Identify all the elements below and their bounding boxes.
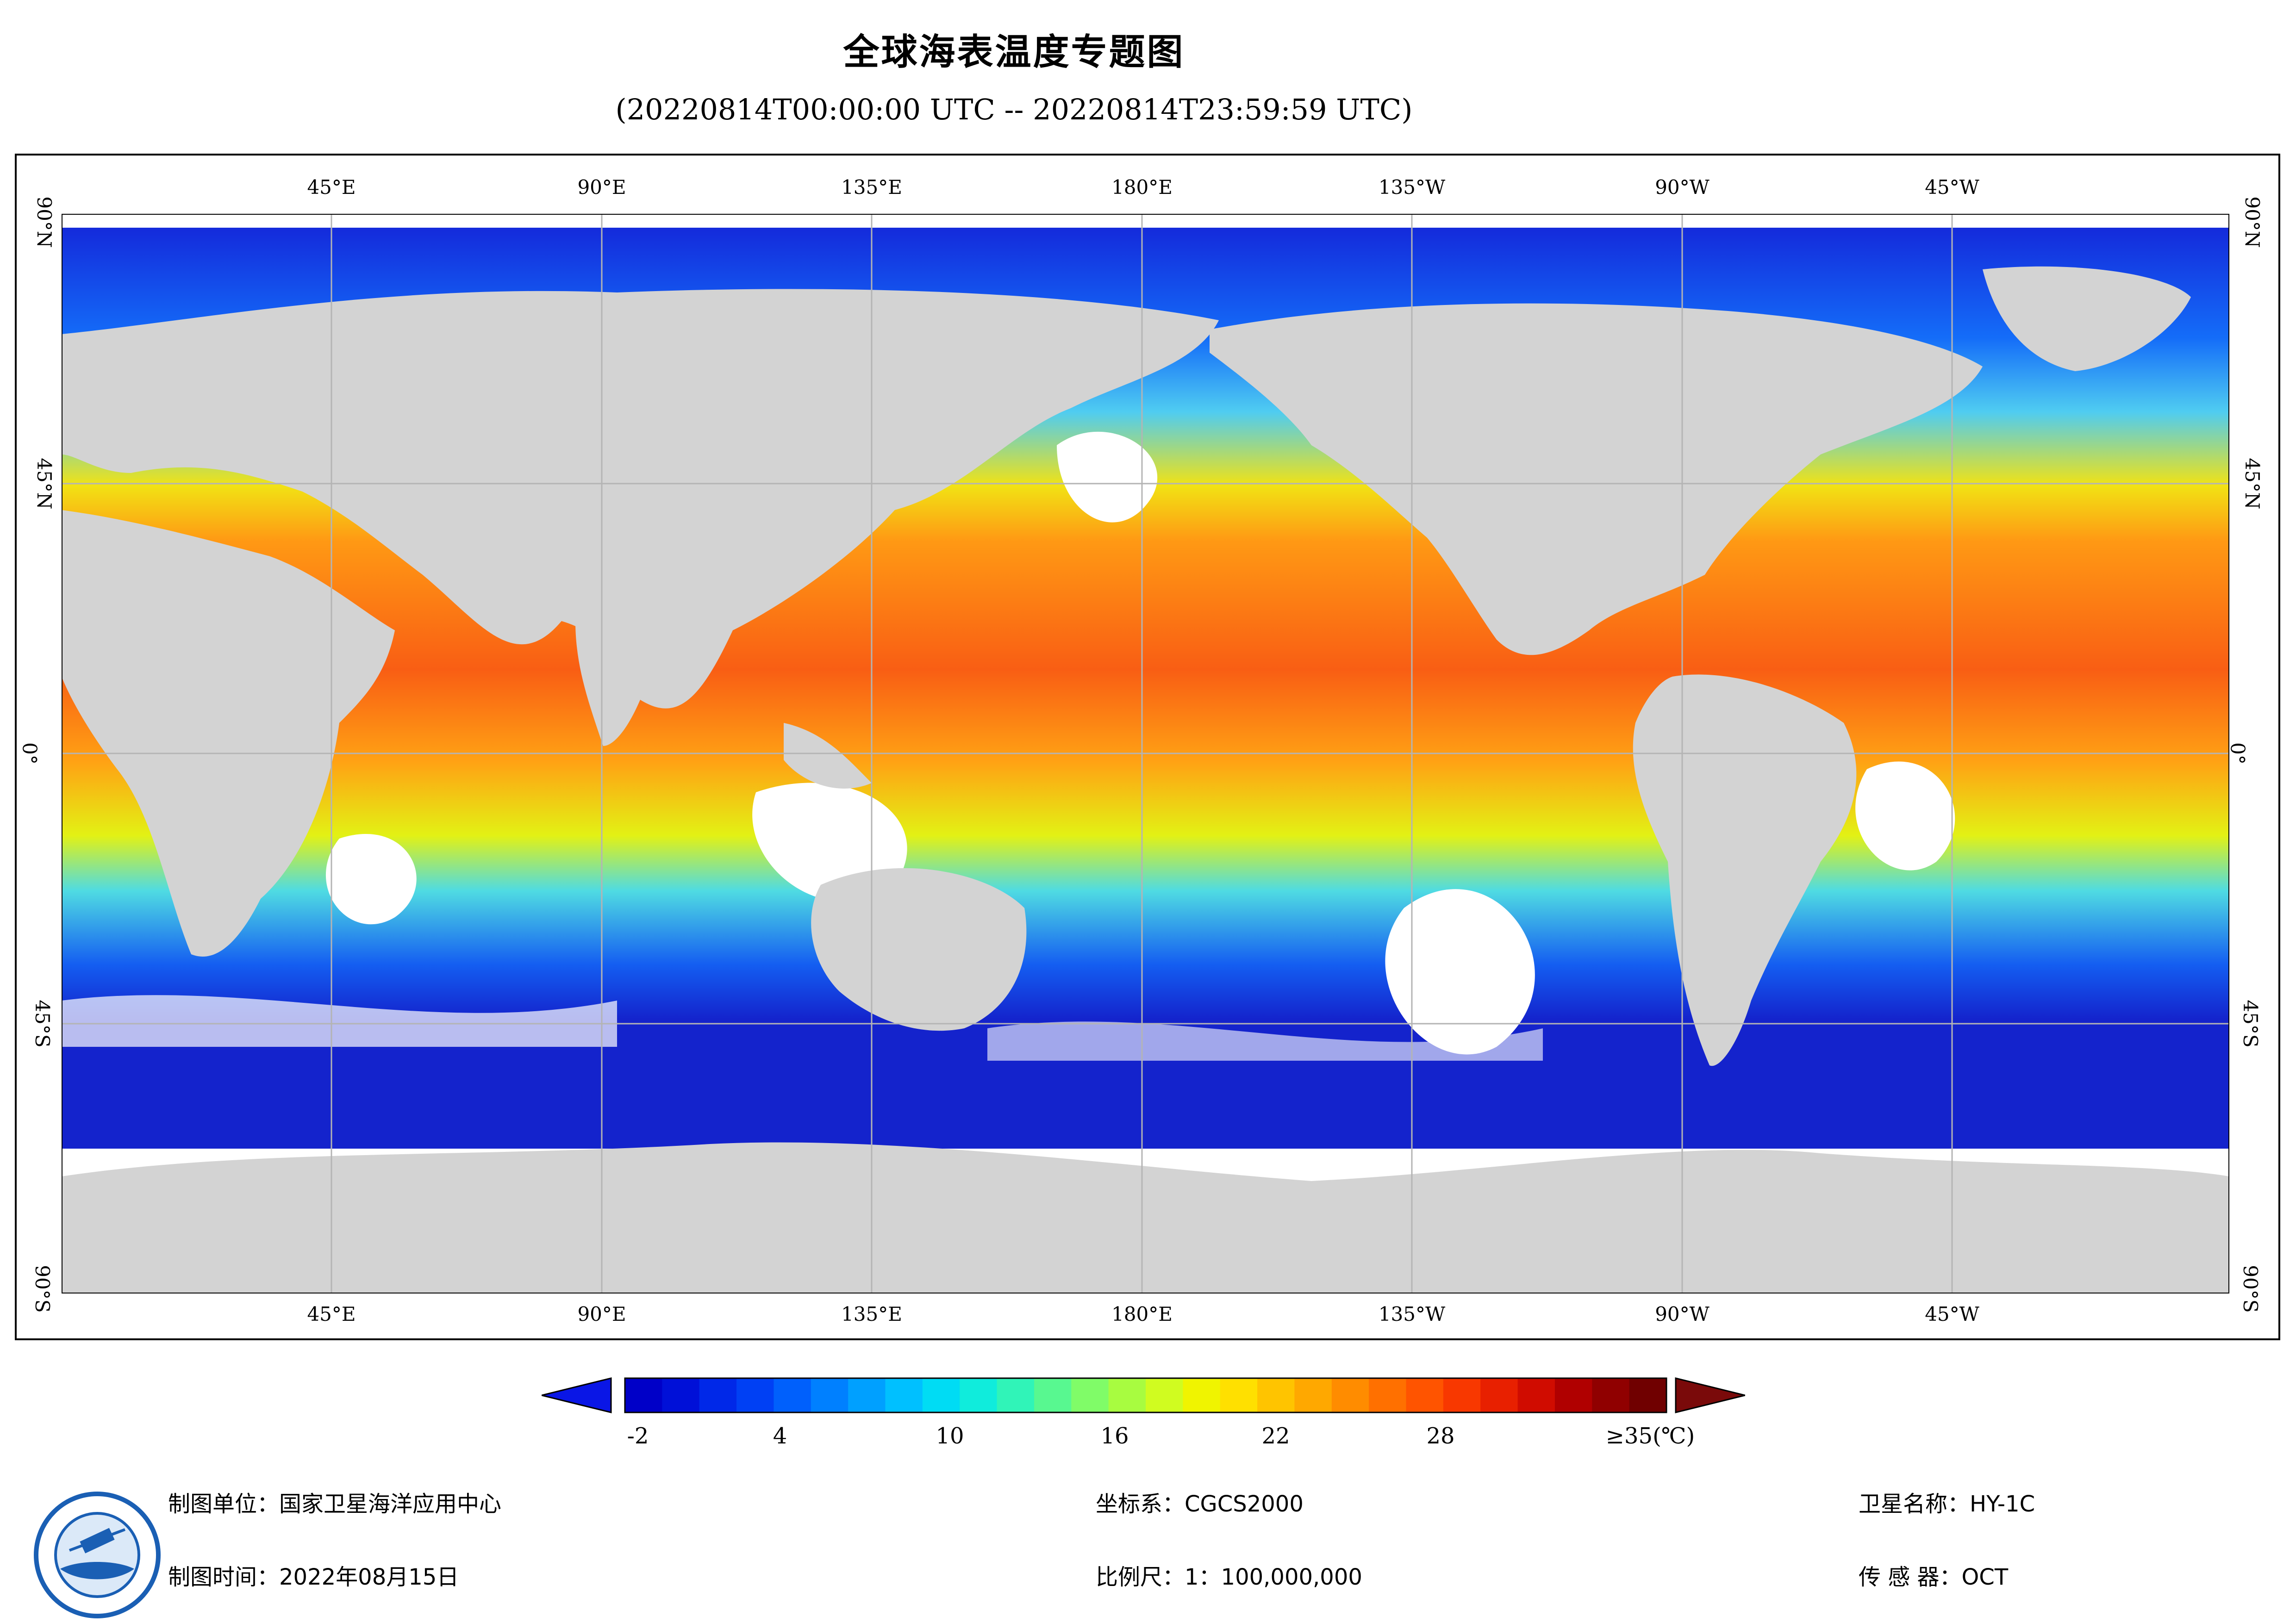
sensor-name: 传 感 器：OCT [1859, 1564, 2009, 1590]
map-frame [15, 154, 2280, 1340]
colorbar-cell [848, 1378, 886, 1412]
colorbar-over-arrow [1675, 1377, 1745, 1413]
lat-label-right: 45°N [2241, 458, 2264, 510]
sst-map [62, 214, 2229, 1293]
graticule [62, 214, 2229, 1293]
colorbar-cell [960, 1378, 998, 1412]
colorbar-cell [736, 1378, 774, 1412]
colorbar-cell [1257, 1378, 1295, 1412]
land-masses [62, 214, 2229, 1293]
colorbar-cell [922, 1378, 961, 1412]
colorbar-tick-label: 4 [773, 1423, 787, 1449]
lon-label-bottom: 90°E [577, 1303, 626, 1325]
lon-label-bottom: 45°E [307, 1303, 356, 1325]
satellite-name: 卫星名称：HY-1C [1859, 1491, 2035, 1517]
lon-label-top: 45°E [307, 176, 356, 199]
lat-label-left: 45°N [33, 458, 56, 510]
colorbar-tick-label: ≥35(℃) [1605, 1423, 1695, 1449]
lon-label-bottom: 90°W [1655, 1303, 1710, 1325]
colorbar-cell [699, 1378, 737, 1412]
lat-label-right: 0° [2226, 742, 2249, 765]
lon-label-bottom: 45°W [1925, 1303, 1979, 1325]
colorbar-cell [1592, 1378, 1630, 1412]
colorbar-cells [625, 1378, 1667, 1412]
lat-label-right: 45°S [2239, 1000, 2262, 1048]
colorbar-cell [1108, 1378, 1146, 1412]
lat-label-right: 90°N [2241, 196, 2264, 248]
colorbar-under-arrow [542, 1377, 612, 1413]
lon-label-top: 135°E [841, 176, 902, 199]
colorbar-cell [1220, 1378, 1258, 1412]
colorbar-cell [774, 1378, 811, 1412]
colorbar-cell [1480, 1378, 1518, 1412]
lon-label-top: 135°W [1378, 176, 1446, 199]
colorbar-tick-label: -2 [627, 1423, 649, 1449]
map-time-range: (20220814T00:00:00 UTC -- 20220814T23:59… [615, 93, 1413, 126]
map-title: 全球海表温度专题图 [843, 31, 1185, 73]
lon-label-bottom: 180°E [1111, 1303, 1173, 1325]
colorbar-cell [662, 1378, 700, 1412]
lat-label-right: 90°S [2239, 1265, 2262, 1313]
colorbar-cell [1146, 1378, 1184, 1412]
colorbar-cell [1629, 1378, 1667, 1412]
colorbar-tick-label: 22 [1261, 1423, 1290, 1449]
colorbar-cell [1183, 1378, 1221, 1412]
lon-label-top: 90°W [1655, 176, 1710, 199]
colorbar-cell [997, 1378, 1035, 1412]
lat-label-left: 90°N [33, 196, 56, 248]
colorbar-tick-label: 28 [1426, 1423, 1455, 1449]
nsoas-logo [34, 1492, 161, 1618]
colorbar-tick-label: 16 [1100, 1423, 1129, 1449]
mapping-date: 制图时间：2022年08月15日 [168, 1564, 459, 1590]
lon-label-bottom: 135°W [1378, 1303, 1446, 1325]
colorbar-cell [1554, 1378, 1593, 1412]
lat-label-left: 0° [18, 742, 41, 765]
colorbar-cell [1517, 1378, 1555, 1412]
colorbar-cell [885, 1378, 923, 1412]
lon-label-top: 90°E [577, 176, 626, 199]
colorbar-cell [1331, 1378, 1369, 1412]
map-scale: 比例尺：1：100,000,000 [1096, 1564, 1362, 1590]
colorbar-cell [1071, 1378, 1109, 1412]
mapping-unit: 制图单位：国家卫星海洋应用中心 [168, 1491, 502, 1517]
colorbar-cell [1294, 1378, 1332, 1412]
colorbar-border [624, 1377, 1667, 1413]
colorbar-cell [1406, 1378, 1444, 1412]
colorbar-cell [625, 1378, 663, 1412]
colorbar-cell [1443, 1378, 1481, 1412]
lat-label-left: 45°S [31, 1000, 54, 1048]
coordinate-system: 坐标系：CGCS2000 [1096, 1491, 1304, 1517]
colorbar-cell [1369, 1378, 1407, 1412]
lat-label-left: 90°S [31, 1265, 54, 1313]
colorbar-cell [1034, 1378, 1072, 1412]
lon-label-bottom: 135°E [841, 1303, 902, 1325]
colorbar-tick-label: 10 [936, 1423, 964, 1449]
lon-label-top: 45°W [1925, 176, 1979, 199]
lon-label-top: 180°E [1111, 176, 1173, 199]
colorbar-cell [811, 1378, 849, 1412]
temperature-colorbar [542, 1377, 1745, 1413]
